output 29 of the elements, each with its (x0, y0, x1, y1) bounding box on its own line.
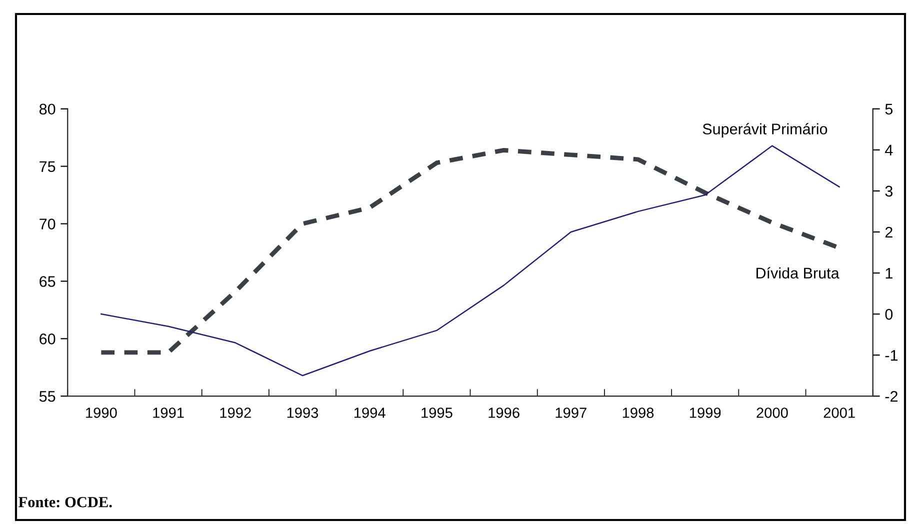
y-tick-label: 60 (40, 334, 56, 344)
y-tick-label: 55 (39, 391, 56, 402)
y2-tick-label: 0 (885, 308, 893, 320)
y-tick-label: 80 (40, 104, 56, 115)
y2-tick-label: 2 (885, 226, 892, 238)
y-tick-label: 70 (40, 218, 56, 230)
series-label: Superávit Primário (702, 123, 828, 138)
x-tick-label: 1999 (690, 408, 721, 418)
x-tick-label: 2000 (756, 408, 788, 418)
y2-tick-label: 4 (885, 144, 893, 156)
y2-tick-label: -2 (885, 390, 898, 402)
y2-tick-label: 1 (886, 268, 892, 279)
source-note: Fonte: OCDE. (18, 496, 112, 508)
series-label: Dívida Bruta (756, 267, 840, 279)
y-tick-label: 65 (40, 276, 56, 287)
x-tick-label: 1992 (220, 408, 251, 418)
x-tick-label: 1994 (354, 408, 386, 418)
y2-tick-label: -1 (885, 350, 898, 361)
x-tick-label: 1990 (86, 408, 117, 418)
x-tick-label: 1998 (622, 408, 654, 418)
y-tick-label: 75 (40, 161, 56, 172)
y2-tick-label: 5 (885, 104, 893, 115)
x-tick-label: 1997 (556, 408, 586, 418)
x-tick-label: 1993 (287, 408, 318, 418)
x-tick-label: 1996 (488, 408, 520, 418)
y2-tick-label: 3 (885, 186, 892, 197)
x-tick-label: 1991 (153, 408, 184, 418)
x-tick-label: 2001 (824, 408, 855, 418)
x-tick-label: 1995 (422, 408, 452, 418)
